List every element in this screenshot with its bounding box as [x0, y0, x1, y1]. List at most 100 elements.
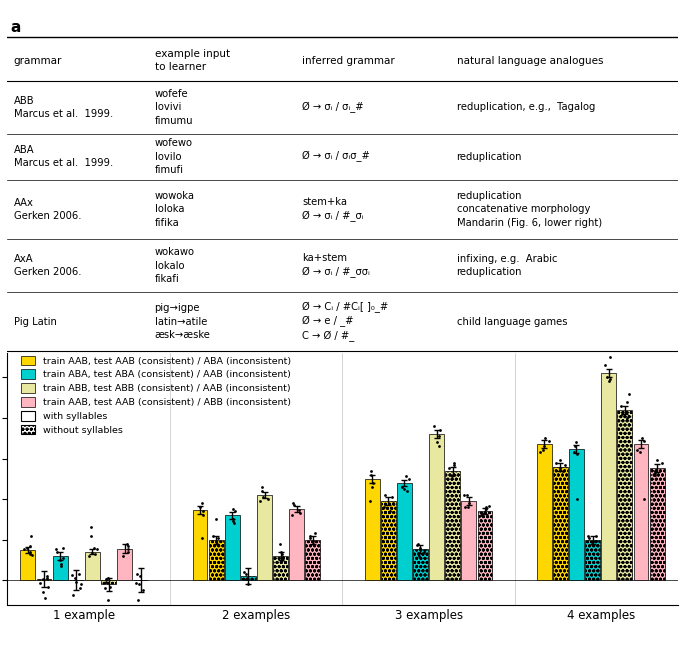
Point — [197, 510, 208, 521]
Point — [91, 544, 102, 554]
Point — [242, 579, 253, 590]
Point — [212, 533, 223, 543]
Point — [419, 547, 430, 557]
Point — [75, 579, 86, 590]
Point — [86, 522, 97, 532]
Point — [41, 571, 52, 581]
Point — [411, 540, 422, 551]
Point — [194, 502, 205, 512]
Point — [37, 573, 48, 584]
Point — [537, 445, 548, 456]
Point — [447, 471, 458, 482]
Point — [89, 549, 100, 560]
Point — [399, 484, 410, 494]
Point — [434, 425, 445, 436]
Point — [403, 474, 414, 484]
Point — [551, 458, 562, 468]
Point — [636, 433, 647, 443]
Point — [240, 569, 251, 579]
Bar — [477, 512, 493, 580]
Point — [197, 506, 208, 517]
Point — [257, 482, 268, 492]
Bar — [53, 556, 68, 580]
Bar — [225, 515, 240, 580]
Text: ABA
Marcus et al.  1999.: ABA Marcus et al. 1999. — [14, 145, 113, 168]
Text: wofefe
lovivi
fimumu: wofefe lovivi fimumu — [155, 89, 193, 125]
Point — [463, 498, 474, 508]
Point — [462, 490, 473, 501]
Bar — [617, 410, 632, 580]
Bar — [569, 448, 584, 580]
Point — [57, 543, 68, 553]
Bar — [364, 479, 379, 580]
Text: Pig Latin: Pig Latin — [14, 317, 56, 327]
Text: reduplication, e.g.,  Tagalog: reduplication, e.g., Tagalog — [457, 103, 595, 112]
Text: Ø → σᵢ / σᵢ_#: Ø → σᵢ / σᵢ_# — [302, 102, 364, 113]
Point — [25, 549, 36, 560]
Bar — [397, 483, 412, 580]
Point — [414, 543, 425, 553]
Point — [42, 582, 53, 592]
Bar — [257, 495, 272, 580]
Text: pig→igpe
latin→atile
æsk→æske: pig→igpe latin→atile æsk→æske — [155, 304, 210, 340]
Point — [100, 577, 111, 587]
Point — [88, 543, 99, 553]
Point — [122, 544, 133, 554]
Point — [434, 441, 445, 452]
Point — [134, 571, 145, 581]
Point — [432, 437, 443, 447]
Point — [572, 449, 583, 460]
Point — [387, 498, 398, 508]
Point — [105, 582, 116, 592]
Point — [58, 553, 68, 564]
Point — [649, 465, 660, 476]
Bar — [413, 549, 428, 580]
Bar — [101, 580, 116, 584]
Point — [295, 508, 306, 518]
Point — [84, 551, 95, 561]
Text: reduplication
concatenative morphology
Mandarin (Fig. 6, lower right): reduplication concatenative morphology M… — [457, 191, 601, 228]
Point — [71, 577, 82, 587]
Point — [413, 548, 424, 558]
Point — [638, 494, 649, 504]
Point — [582, 530, 593, 541]
Point — [571, 437, 582, 447]
Point — [24, 547, 35, 557]
Point — [480, 504, 491, 514]
Text: grammar: grammar — [14, 56, 62, 66]
Text: AAx
Gerken 2006.: AAx Gerken 2006. — [14, 198, 81, 221]
Point — [605, 352, 616, 362]
Point — [103, 595, 114, 606]
Point — [484, 500, 495, 511]
Bar — [289, 509, 304, 580]
Bar — [241, 576, 256, 580]
Point — [227, 504, 238, 514]
Point — [55, 559, 66, 569]
Point — [591, 530, 602, 541]
Point — [85, 530, 96, 541]
Point — [448, 469, 459, 480]
Bar — [462, 500, 476, 580]
Text: natural language analogues: natural language analogues — [457, 56, 603, 66]
Point — [368, 478, 379, 488]
Text: wowoka
loloka
fifika: wowoka loloka fifika — [155, 191, 195, 228]
Point — [101, 574, 112, 584]
Bar — [192, 510, 208, 580]
Bar — [21, 550, 35, 580]
Point — [308, 536, 319, 547]
Point — [40, 593, 51, 603]
Point — [555, 463, 566, 473]
Point — [631, 445, 642, 456]
Point — [27, 550, 38, 560]
Bar — [429, 434, 444, 580]
Point — [569, 447, 580, 457]
Point — [207, 530, 218, 541]
Text: AxA
Gerken 2006.: AxA Gerken 2006. — [14, 254, 81, 277]
Point — [304, 530, 315, 541]
Point — [42, 573, 53, 583]
Bar — [36, 579, 51, 580]
Point — [69, 573, 80, 583]
Point — [652, 455, 663, 465]
Point — [558, 465, 569, 476]
Point — [413, 551, 424, 561]
